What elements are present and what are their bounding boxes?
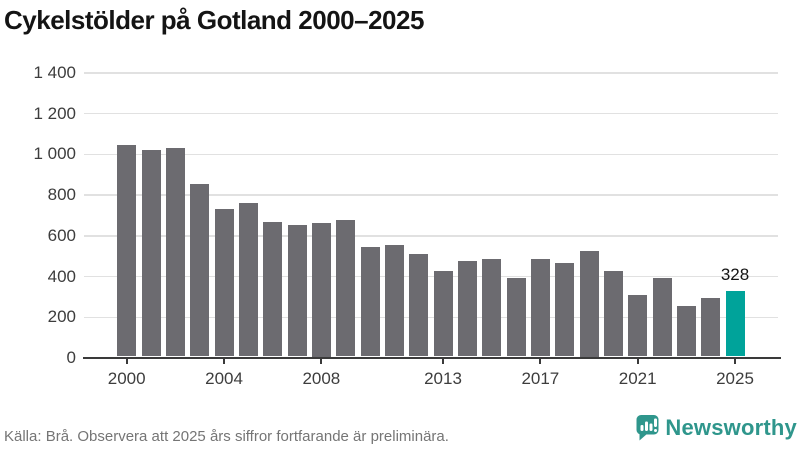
bar-2021 xyxy=(628,294,648,357)
plot-area: 328 2000 2004 2008 2013 2017 2021 2025 xyxy=(83,72,781,388)
bar-2020 xyxy=(603,271,623,357)
x-axis-tick-2000 xyxy=(125,359,128,364)
highlight-value-label: 328 xyxy=(720,265,750,285)
bar-2011 xyxy=(384,245,404,357)
bar-2024 xyxy=(701,297,721,357)
bar-2014 xyxy=(457,261,477,357)
x-axis-tick-2013 xyxy=(442,359,445,364)
x-axis-label-2017: 2017 xyxy=(521,369,560,388)
y-axis-label-1400: 1 400 xyxy=(33,63,76,82)
newsworthy-wordmark: Newsworthy xyxy=(665,414,797,440)
y-axis-label-400: 400 xyxy=(47,266,76,286)
bar-2000 xyxy=(117,145,137,357)
source-note: Källa: Brå. Observera att 2025 års siffr… xyxy=(4,428,449,445)
gridline-1200 xyxy=(84,112,778,115)
x-axis-tick-2021 xyxy=(636,359,639,364)
x-axis-tick-2025 xyxy=(734,359,737,364)
y-axis-label-1200: 1 200 xyxy=(33,103,76,123)
bar-2016 xyxy=(506,277,526,357)
bar-2013 xyxy=(433,271,453,357)
y-axis-label-600: 600 xyxy=(47,225,76,245)
gridline-200 xyxy=(84,316,778,319)
bar-2023 xyxy=(676,306,696,357)
x-axis-label-2013: 2013 xyxy=(424,369,462,388)
y-axis-label-1000: 1 000 xyxy=(33,144,76,164)
bar-2003 xyxy=(190,183,210,357)
bar-2012 xyxy=(409,254,429,357)
x-axis-tick-2004 xyxy=(223,359,226,364)
bar-2008 xyxy=(311,222,331,357)
bar-2006 xyxy=(263,221,283,357)
bar-2015 xyxy=(482,259,502,357)
newsworthy-logo: Newsworthy xyxy=(636,414,797,441)
bar-2009 xyxy=(336,219,356,357)
x-axis-label-2008: 2008 xyxy=(302,369,341,388)
gridline-1400 xyxy=(84,72,778,74)
bar-2019 xyxy=(579,251,599,357)
bar-2018 xyxy=(555,263,575,357)
y-axis-label-0: 0 xyxy=(66,348,76,367)
bar-2001 xyxy=(141,150,161,357)
gridline-800 xyxy=(84,194,778,196)
bar-2017 xyxy=(530,259,550,357)
bar-2002 xyxy=(165,148,185,357)
x-axis-label-2021: 2021 xyxy=(618,369,657,388)
x-axis-label-2004: 2004 xyxy=(205,369,243,388)
newsworthy-speech-bubble-bar-chart-icon xyxy=(636,415,659,441)
gridline-400 xyxy=(84,275,778,278)
chart-title: Cykelstölder på Gotland 2000–2025 xyxy=(4,5,424,35)
bar-2010 xyxy=(360,247,380,357)
bar-2025 xyxy=(725,291,745,357)
gridline-600 xyxy=(84,235,778,237)
bar-2007 xyxy=(287,224,307,357)
x-axis-label-2000: 2000 xyxy=(107,369,146,388)
y-axis-label-800: 800 xyxy=(47,185,76,205)
x-axis-tick-2017 xyxy=(539,359,542,364)
x-axis-line xyxy=(83,356,781,359)
y-axis-label-200: 200 xyxy=(47,307,76,327)
bar-2004 xyxy=(214,209,234,357)
x-axis-tick-2008 xyxy=(320,359,323,364)
bar-2022 xyxy=(652,277,672,357)
bar-2005 xyxy=(238,203,258,357)
x-axis-label-2025: 2025 xyxy=(716,369,754,388)
gridline-1000 xyxy=(84,153,778,156)
